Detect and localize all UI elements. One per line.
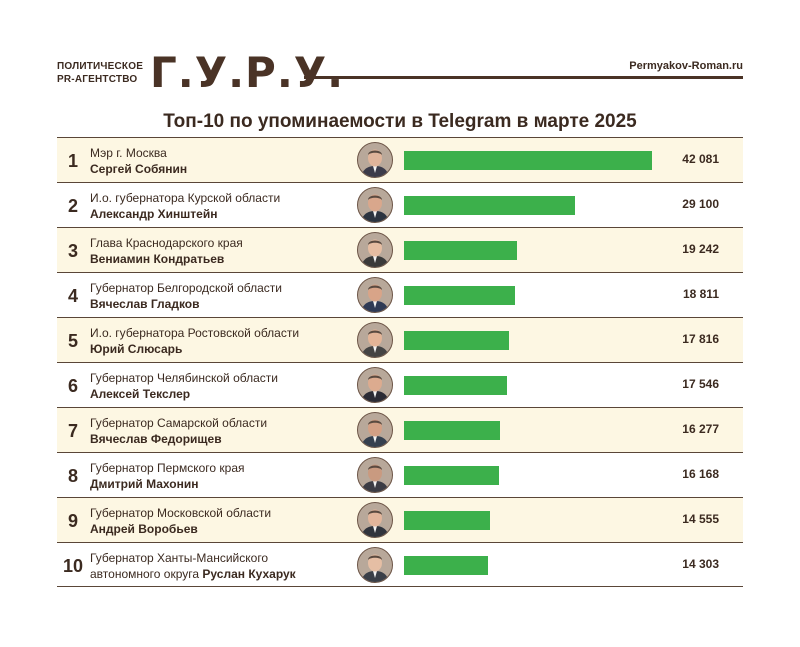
value-bar xyxy=(404,241,518,260)
person-name: Вячеслав Федорищев xyxy=(90,432,222,446)
person-name: Вячеслав Гладков xyxy=(90,297,200,311)
person-name-text: Руслан Кухарук xyxy=(202,567,296,581)
value-label: 29 100 xyxy=(682,197,719,211)
portrait-icon xyxy=(357,142,393,178)
agency-label: ПОЛИТИЧЕСКОЕ PR-АГЕНТСТВО xyxy=(57,60,143,86)
rank-number: 7 xyxy=(67,421,78,441)
chart-title: Топ-10 по упоминаемости в Telegram в мар… xyxy=(163,111,637,132)
value-bar xyxy=(404,466,500,485)
value-label: 14 303 xyxy=(682,557,719,571)
portrait-icon xyxy=(357,547,393,583)
portrait-icon xyxy=(357,322,393,358)
guru-logo: Г.У.Р.У. xyxy=(150,48,345,97)
role-label: И.о. губернатора Курской области xyxy=(90,191,281,205)
role-label: Глава Краснодарского края xyxy=(90,236,243,250)
role-label: Мэр г. Москва xyxy=(90,146,167,160)
value-label: 17 546 xyxy=(682,377,719,391)
table-row: 1 Мэр г. Москва Сергей Собянин 42 081 xyxy=(57,137,743,182)
table-row: 5 И.о. губернатора Ростовской области Юрий… xyxy=(57,317,743,362)
value-bar xyxy=(404,556,489,575)
portrait-icon xyxy=(357,367,393,403)
value-bar xyxy=(404,151,652,170)
role-label: Губернатор Ханты-Мансийского xyxy=(90,551,269,565)
rank-number: 4 xyxy=(67,286,78,306)
value-label: 17 816 xyxy=(682,332,719,346)
rank-number: 10 xyxy=(62,556,84,576)
person-name: Сергей Собянин xyxy=(90,162,188,176)
value-bar xyxy=(404,196,576,215)
person-name: Андрей Воробьев xyxy=(90,522,198,536)
header: ПОЛИТИЧЕСКОЕ PR-АГЕНТСТВО Г.У.Р.У. Permy… xyxy=(57,48,743,97)
rank-number: 9 xyxy=(67,511,78,531)
site-link[interactable]: Permyakov-Roman.ru xyxy=(629,60,743,72)
person-name: автономного округа Руслан Кухарук xyxy=(90,567,296,581)
rank-number: 5 xyxy=(67,331,78,351)
table-row: 7 Губернатор Самарской области Вячеслав Фе… xyxy=(57,407,743,452)
value-label: 42 081 xyxy=(682,152,719,166)
role-label: И.о. губернатора Ростовской области xyxy=(90,326,300,340)
rank-number: 8 xyxy=(67,466,78,486)
person-name: Вениамин Кондратьев xyxy=(90,252,225,266)
value-label: 16 277 xyxy=(682,422,719,436)
table-row: 10 Губернатор Ханты-Мансийского автономног… xyxy=(57,542,743,587)
table-row: 2 И.о. губернатора Курской области Алексан… xyxy=(57,182,743,227)
rank-number: 3 xyxy=(67,241,78,261)
role-label: Губернатор Пермского края xyxy=(90,461,245,475)
portrait-icon xyxy=(357,412,393,448)
role-label: Губернатор Челябинской области xyxy=(90,371,278,385)
person-name: Юрий Слюсарь xyxy=(90,342,183,356)
rank-number: 6 xyxy=(67,376,78,396)
portrait-icon xyxy=(357,187,393,223)
person-name: Александр Хинштейн xyxy=(90,207,218,221)
table-row: 9 Губернатор Московской области Андрей Вор… xyxy=(57,497,743,542)
role-label-continued: автономного округа xyxy=(90,567,203,581)
portrait-icon xyxy=(357,232,393,268)
portrait-icon xyxy=(357,502,393,538)
portrait-icon xyxy=(357,277,393,313)
table-row: 6 Губернатор Челябинской области Алексей Т… xyxy=(57,362,743,407)
value-label: 18 811 xyxy=(682,287,719,301)
agency-line-1: ПОЛИТИЧЕСКОЕ xyxy=(57,61,144,72)
person-name: Дмитрий Махонин xyxy=(90,477,199,491)
value-bar xyxy=(404,511,490,530)
table-row: 3 Глава Краснодарского края Вениамин Кондр… xyxy=(57,227,743,272)
value-label: 19 242 xyxy=(682,242,719,256)
rank-number: 2 xyxy=(67,196,78,216)
role-label: Губернатор Белгородской области xyxy=(90,281,282,295)
agency-line-2: PR-АГЕНТСТВО xyxy=(57,74,138,85)
portrait-icon xyxy=(357,457,393,493)
value-bar xyxy=(404,376,508,395)
role-label: Губернатор Московской области xyxy=(90,506,272,520)
value-label: 16 168 xyxy=(682,467,719,481)
rank-number: 1 xyxy=(67,151,78,171)
header-divider xyxy=(304,76,743,79)
role-label: Губернатор Самарской области xyxy=(90,416,268,430)
ranking-chart: 1 Мэр г. Москва Сергей Собянин 42 081 2 И.о. … xyxy=(57,137,743,587)
value-bar xyxy=(404,421,500,440)
person-name: Алексей Текслер xyxy=(90,387,191,401)
table-row: 4 Губернатор Белгородской области Вячеслав… xyxy=(57,272,743,317)
value-bar xyxy=(404,286,515,305)
value-label: 14 555 xyxy=(682,512,719,526)
value-bar xyxy=(404,331,509,350)
table-row: 8 Губернатор Пермского края Дмитрий Махони… xyxy=(57,452,743,497)
